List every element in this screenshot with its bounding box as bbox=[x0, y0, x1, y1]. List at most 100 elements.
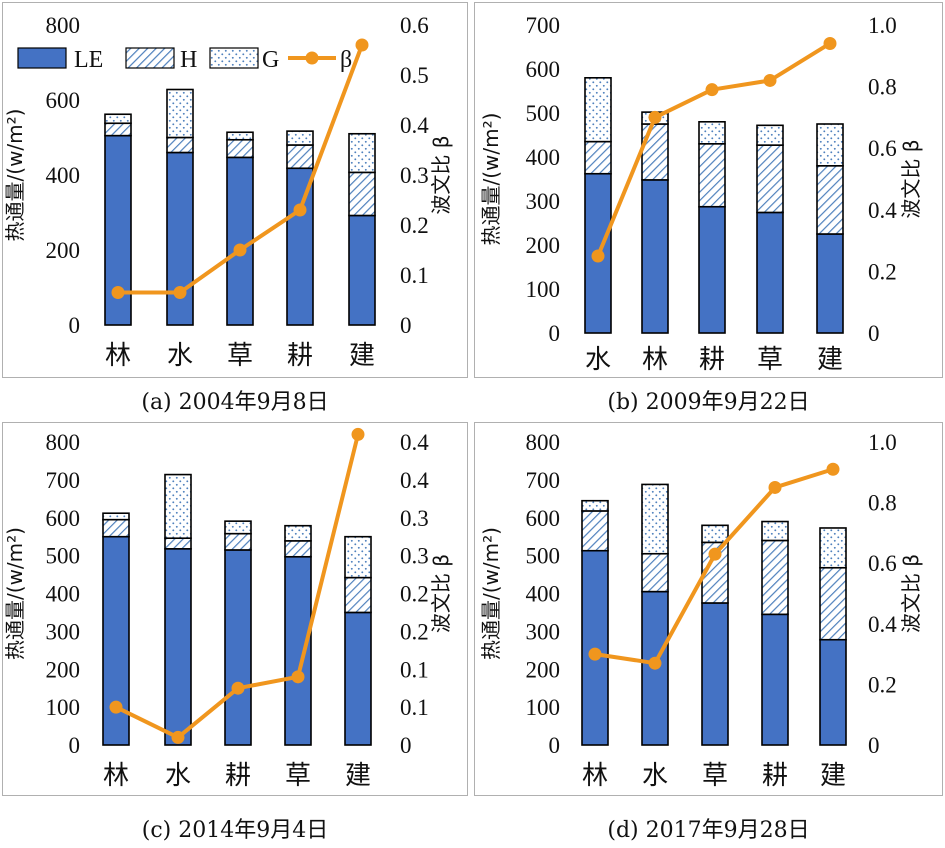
y2-tick-label: 0.1 bbox=[400, 695, 429, 720]
y2-tick-label: 0.2 bbox=[400, 213, 429, 238]
y-tick-label: 500 bbox=[46, 544, 81, 569]
y-tick-label: 100 bbox=[526, 277, 561, 302]
category-label: 建 bbox=[345, 761, 371, 791]
bar-segment-g bbox=[104, 113, 132, 125]
bar-segment-h bbox=[226, 138, 254, 159]
y2-tick-label: 0.5 bbox=[400, 63, 429, 88]
panel-frame-b bbox=[474, 2, 943, 378]
y-tick-label: 400 bbox=[526, 582, 561, 607]
legend-beta-marker bbox=[305, 51, 319, 65]
bar-segment-le bbox=[698, 205, 726, 334]
y-axis-title: 热通量/(w/m²) bbox=[479, 527, 503, 660]
y2-tick-label: 0.1 bbox=[400, 657, 429, 682]
beta-point bbox=[171, 730, 185, 744]
category-label: 水 bbox=[167, 341, 193, 371]
beta-point bbox=[351, 427, 365, 441]
category-label: 水 bbox=[585, 345, 611, 375]
bar-segment-g bbox=[164, 473, 192, 540]
beta-point bbox=[648, 656, 662, 670]
bar-segment-g bbox=[816, 123, 844, 167]
category-label: 耕 bbox=[762, 761, 788, 791]
beta-point bbox=[588, 647, 602, 661]
bar-segment-h bbox=[104, 122, 132, 137]
y2-tick-label: 0 bbox=[868, 733, 880, 758]
y-tick-label: 800 bbox=[46, 13, 81, 38]
y-tick-label: 100 bbox=[46, 695, 81, 720]
legend-beta-label: β bbox=[340, 47, 352, 73]
bar-segment-le bbox=[819, 638, 847, 746]
caption-d: (d) 2017年9月28日 bbox=[607, 818, 810, 843]
y-axis-title: 热通量/(w/m²) bbox=[3, 109, 27, 242]
y2-axis-title: 波文比 β bbox=[899, 554, 923, 633]
category-label: 林 bbox=[103, 761, 129, 791]
y-axis-title: 热通量/(w/m²) bbox=[3, 527, 27, 660]
bar-segment-h bbox=[698, 143, 726, 208]
y-tick-label: 0 bbox=[549, 733, 561, 758]
bar-segment-le bbox=[284, 555, 312, 746]
bar-segment-le bbox=[761, 613, 789, 746]
bar-segment-h bbox=[819, 566, 847, 641]
y-tick-label: 800 bbox=[526, 430, 561, 455]
y2-tick-label: 0.6 bbox=[400, 13, 429, 38]
category-label: 草 bbox=[702, 761, 728, 791]
beta-point bbox=[591, 249, 605, 263]
category-label: 林 bbox=[642, 345, 668, 375]
bar-segment-h bbox=[286, 144, 314, 170]
y-tick-label: 400 bbox=[46, 582, 81, 607]
bar-segment-le bbox=[756, 211, 784, 334]
y2-tick-label: 0.4 bbox=[400, 113, 429, 138]
y-tick-label: 500 bbox=[526, 544, 561, 569]
beta-point bbox=[705, 83, 719, 97]
panel-frame-a bbox=[2, 2, 468, 378]
bar-segment-h bbox=[641, 552, 669, 593]
category-label: 林 bbox=[105, 341, 131, 371]
bar-segment-g bbox=[761, 520, 789, 542]
bar-segment-h bbox=[581, 510, 609, 552]
y-axis-title: 热通量/(w/m²) bbox=[479, 113, 503, 246]
bar-segment-g bbox=[641, 483, 669, 555]
legend-g-swatch bbox=[209, 47, 259, 69]
legend-h-swatch bbox=[125, 47, 175, 69]
beta-point bbox=[231, 681, 245, 695]
y2-tick-label: 0 bbox=[400, 313, 412, 338]
y2-tick-label: 0.4 bbox=[868, 198, 897, 223]
category-label: 水 bbox=[165, 761, 191, 791]
y-tick-label: 100 bbox=[526, 695, 561, 720]
bar-segment-le bbox=[701, 602, 729, 746]
y2-tick-label: 0.2 bbox=[868, 672, 897, 697]
legend-le-swatch bbox=[17, 47, 67, 69]
category-label: 草 bbox=[285, 761, 311, 791]
y-tick-label: 300 bbox=[526, 619, 561, 644]
bar-segment-h bbox=[816, 165, 844, 235]
panel-frame-d bbox=[474, 422, 943, 796]
y-tick-label: 400 bbox=[526, 145, 561, 170]
y-tick-label: 0 bbox=[549, 321, 561, 346]
bar-segment-h bbox=[164, 537, 192, 550]
y-tick-label: 800 bbox=[46, 430, 81, 455]
bar-segment-h bbox=[641, 123, 669, 181]
caption-b: (b) 2009年9月22日 bbox=[607, 390, 810, 415]
y2-tick-label: 0.1 bbox=[400, 263, 429, 288]
caption-a: (a) 2004年9月8日 bbox=[141, 390, 329, 415]
y2-tick-label: 1.0 bbox=[868, 430, 897, 455]
bar-segment-g bbox=[344, 535, 372, 579]
bar-segment-h bbox=[102, 518, 130, 538]
y2-tick-label: 0.4 bbox=[400, 430, 429, 455]
y2-tick-label: 0.2 bbox=[400, 619, 429, 644]
bar-segment-g bbox=[701, 524, 729, 544]
y2-tick-label: 0.2 bbox=[400, 582, 429, 607]
bar-segment-h bbox=[761, 539, 789, 616]
y2-tick-label: 0 bbox=[868, 321, 880, 346]
bar-segment-h bbox=[224, 532, 252, 551]
bar-segment-le bbox=[348, 214, 376, 326]
y2-tick-label: 0.6 bbox=[868, 551, 897, 576]
y2-tick-label: 0.4 bbox=[868, 612, 897, 637]
y-tick-label: 700 bbox=[526, 468, 561, 493]
bar-segment-g bbox=[581, 499, 609, 512]
bar-segment-g bbox=[102, 512, 130, 521]
category-label: 林 bbox=[582, 761, 608, 791]
y-tick-label: 400 bbox=[46, 163, 81, 188]
category-label: 建 bbox=[349, 341, 375, 371]
category-label: 草 bbox=[757, 345, 783, 375]
beta-point bbox=[109, 700, 123, 714]
